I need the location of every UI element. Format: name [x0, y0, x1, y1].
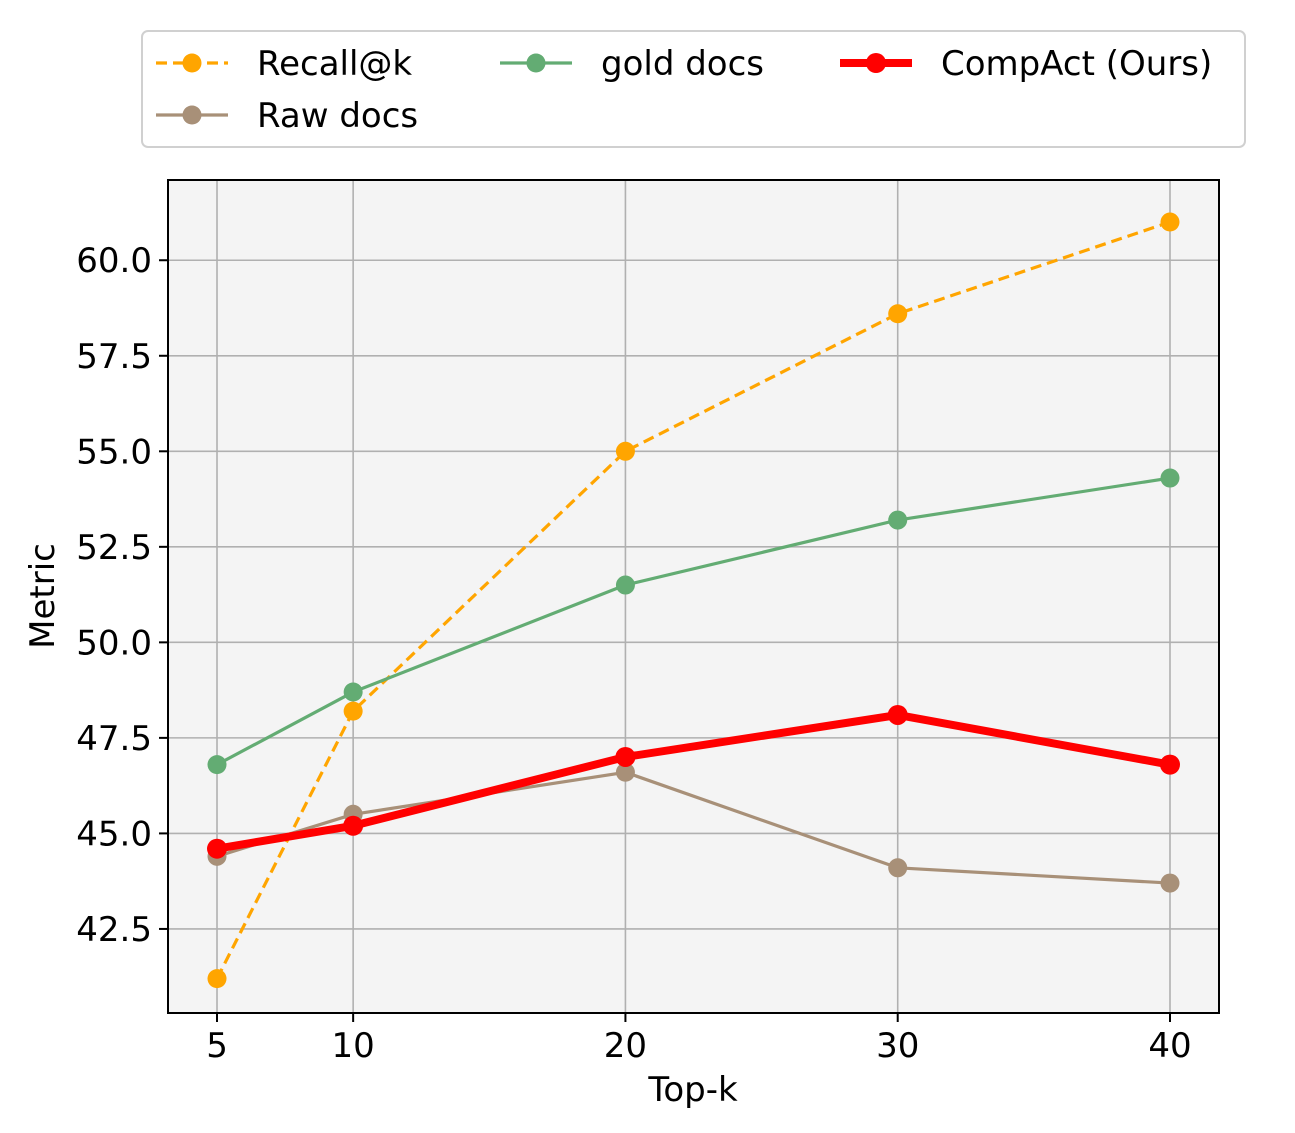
x-tick-label: 30 — [876, 1026, 919, 1066]
y-tick-label: 45.0 — [76, 814, 152, 854]
data-point — [207, 755, 227, 775]
data-point — [343, 815, 364, 836]
series-layer — [207, 212, 1180, 989]
x-axis-label: Top-k — [647, 1070, 738, 1110]
data-point — [207, 838, 228, 859]
series-compact-ours — [207, 704, 1180, 859]
legend-marker — [182, 105, 202, 125]
data-point — [615, 762, 635, 782]
data-point — [343, 682, 363, 702]
y-tick-label: 60.0 — [76, 241, 152, 281]
data-point — [615, 575, 635, 595]
data-point — [888, 304, 908, 324]
data-point — [615, 441, 635, 461]
legend-item: CompAct (Ours) — [840, 44, 1212, 84]
x-tick-label: 5 — [206, 1026, 228, 1066]
legend-label: CompAct (Ours) — [941, 44, 1212, 84]
series-line — [215, 220, 1171, 980]
legend-marker — [866, 53, 886, 73]
data-point — [1160, 468, 1180, 488]
legend-label: Raw docs — [257, 96, 418, 136]
legend-marker — [182, 53, 202, 73]
data-point — [888, 510, 908, 530]
y-tick-label: 52.5 — [76, 528, 152, 568]
y-tick-label: 42.5 — [76, 910, 152, 950]
data-point — [888, 858, 908, 878]
x-tick-label: 20 — [604, 1026, 647, 1066]
legend-item: Recall@k — [156, 44, 412, 84]
y-tick-label: 47.5 — [76, 719, 152, 759]
series-gold-docs — [207, 468, 1180, 775]
plot-area — [168, 180, 1219, 1013]
x-tick-label: 40 — [1148, 1026, 1191, 1066]
ticks: 5 10 20 30 40 42.5 45.0 47.5 50.0 52.5 55.0 57.5 60.… — [76, 241, 1191, 1066]
data-point — [1160, 212, 1180, 232]
data-point — [207, 969, 227, 989]
y-tick-label: 55.0 — [76, 432, 152, 472]
data-point — [887, 704, 908, 725]
y-axis-label: Metric — [23, 543, 63, 649]
x-tick-label: 10 — [332, 1026, 375, 1066]
legend-label: gold docs — [601, 44, 764, 84]
series-recall-k — [207, 212, 1180, 989]
data-point — [615, 746, 636, 767]
y-tick-label: 50.0 — [76, 623, 152, 663]
data-point — [1159, 754, 1180, 775]
legend-item: gold docs — [500, 44, 764, 84]
data-point — [343, 701, 363, 721]
legend: Recall@k Raw docs gold docs CompAct (Ours) — [141, 30, 1246, 148]
legend-marker — [526, 53, 546, 73]
legend-frame — [141, 30, 1246, 148]
legend-label: Recall@k — [257, 44, 412, 84]
plot-frame — [167, 179, 1220, 1014]
data-point — [1160, 873, 1180, 893]
legend-item: Raw docs — [156, 96, 418, 136]
y-tick-label: 57.5 — [76, 337, 152, 377]
